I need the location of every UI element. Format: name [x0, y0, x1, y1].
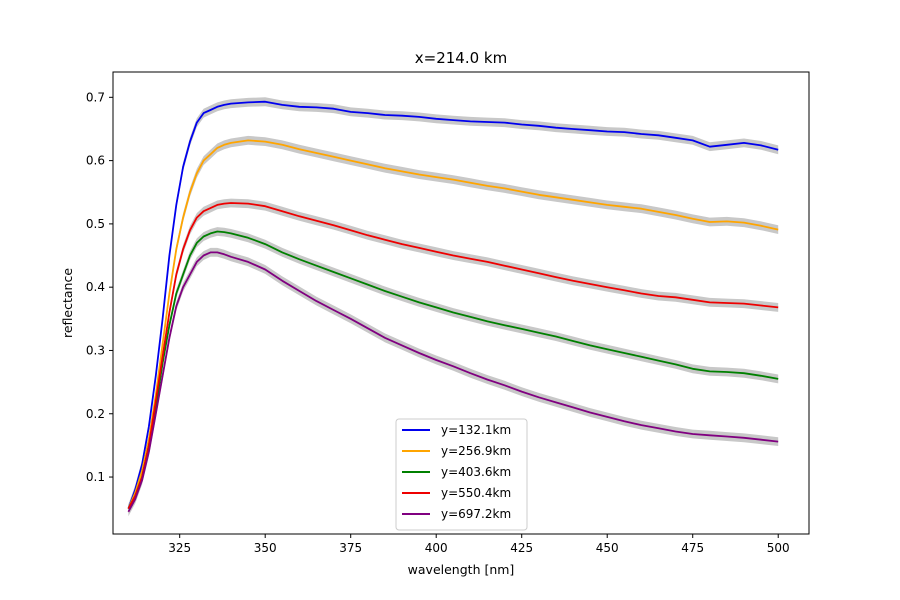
y-axis-ticks: 0.1 0.2 0.3 0.4 0.5 0.6 0.7 — [86, 90, 113, 484]
x-tick-label: 375 — [339, 541, 362, 555]
y-tick-label: 0.7 — [86, 90, 105, 104]
x-tick-label: 475 — [681, 541, 704, 555]
series-line-5 — [127, 251, 779, 513]
legend-box — [395, 418, 528, 531]
legend-entry: y=403.6km — [402, 465, 511, 479]
series-line-3 — [127, 230, 779, 510]
x-tick-label: 325 — [168, 541, 191, 555]
legend-label: y=256.9km — [441, 444, 511, 458]
legend-entry: y=697.2km — [402, 507, 511, 521]
y-tick-label: 0.1 — [86, 470, 105, 484]
plot-area-frame — [112, 71, 810, 535]
legend-label: y=403.6km — [441, 465, 511, 479]
legend-entry: y=550.4km — [402, 486, 511, 500]
legend-entry: y=256.9km — [402, 444, 511, 458]
x-axis-label: wavelength [nm] — [408, 562, 515, 577]
y-tick-label: 0.5 — [86, 217, 105, 231]
y-axis-label: reflectance — [60, 268, 75, 338]
x-tick-label: 350 — [254, 541, 277, 555]
x-tick-label: 425 — [510, 541, 533, 555]
series-line-1 — [127, 100, 779, 510]
x-axis-ticks: 325 350 375 400 425 450 475 500 — [168, 534, 790, 555]
series-lines — [127, 100, 779, 513]
y-tick-label: 0.3 — [86, 343, 105, 357]
legend-label: y=132.1km — [441, 423, 511, 437]
legend: y=132.1km y=256.9km y=403.6km y=550.4km y=69… — [395, 418, 528, 531]
y-tick-label: 0.4 — [86, 280, 105, 294]
series-line-2 — [127, 139, 779, 510]
y-tick-label: 0.2 — [86, 407, 105, 421]
series-line-4 — [127, 202, 779, 510]
legend-label: y=697.2km — [441, 507, 511, 521]
x-tick-label: 400 — [425, 541, 448, 555]
legend-label: y=550.4km — [441, 486, 511, 500]
x-tick-label: 450 — [596, 541, 619, 555]
y-tick-label: 0.6 — [86, 154, 105, 168]
chart-title: x=214.0 km — [415, 49, 507, 67]
legend-entry: y=132.1km — [402, 423, 511, 437]
x-tick-label: 500 — [767, 541, 790, 555]
